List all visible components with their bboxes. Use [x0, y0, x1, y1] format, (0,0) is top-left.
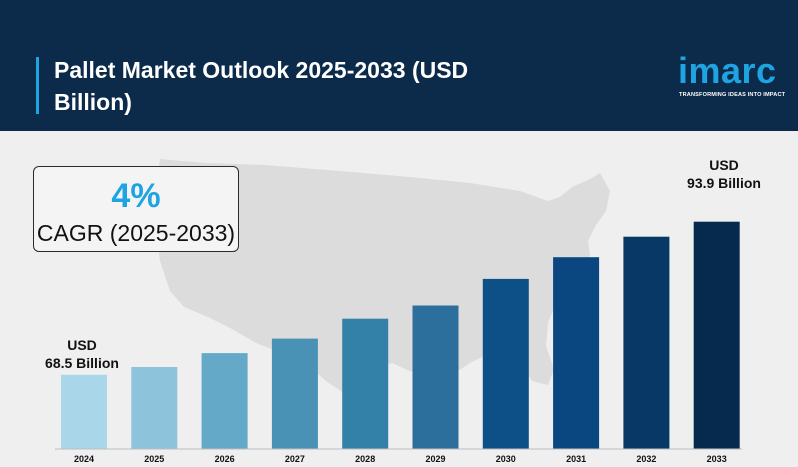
bar-2033 — [693, 221, 740, 449]
cagr-value: 4% — [111, 177, 161, 215]
bar-2032 — [623, 236, 670, 449]
end-value-annotation: USD 93.9 Billion — [676, 156, 772, 192]
x-tick-label-2031: 2031 — [566, 454, 586, 464]
x-tick-label-2032: 2032 — [636, 454, 656, 464]
x-tick-label-2024: 2024 — [74, 454, 94, 464]
end-amount: 93.9 Billion — [687, 175, 761, 191]
header-banner: Pallet Market Outlook 2025-2033 (USD Bil… — [0, 0, 798, 131]
start-value-annotation: USD 68.5 Billion — [44, 336, 120, 372]
x-tick-label-2026: 2026 — [215, 454, 235, 464]
start-amount: 68.5 Billion — [45, 355, 119, 371]
page-title: Pallet Market Outlook 2025-2033 (USD Bil… — [54, 57, 469, 115]
bar-2028 — [342, 318, 389, 449]
bar-2030 — [482, 278, 529, 449]
imarc-logo: imarc TRANSFORMING IDEAS INTO IMPACT — [678, 50, 786, 104]
cagr-label: CAGR (2025-2033) — [36, 220, 236, 246]
x-axis-ticks: 2024 2025 2026 2027 2028 2029 2030 2031 2032 2033 — [74, 454, 727, 464]
x-tick-label-2029: 2029 — [425, 454, 445, 464]
bar-2024 — [61, 374, 107, 449]
x-tick-label-2025: 2025 — [144, 454, 164, 464]
chart-area: 2024 2025 2026 2027 2028 2029 2030 2031 2032 2033 — [0, 131, 798, 467]
x-tick-label-2033: 2033 — [707, 454, 727, 464]
logo-tagline: TRANSFORMING IDEAS INTO IMPACT — [679, 92, 786, 98]
x-tick-label-2028: 2028 — [355, 454, 375, 464]
x-tick-label-2030: 2030 — [496, 454, 516, 464]
cagr-callout: 4% CAGR (2025-2033) — [33, 166, 239, 252]
title-accent-bar — [36, 57, 39, 114]
bar-chart: 2024 2025 2026 2027 2028 2029 2030 2031 2032 2033 — [55, 221, 742, 464]
bar-2026 — [201, 353, 248, 449]
x-tick-label-2027: 2027 — [285, 454, 305, 464]
bar-2031 — [553, 257, 600, 449]
bar-2027 — [271, 338, 318, 449]
logo-wordmark: imarc — [678, 50, 777, 91]
bar-series — [61, 221, 740, 449]
bar-2025 — [131, 367, 178, 449]
start-currency: USD — [67, 337, 97, 353]
bar-2029 — [412, 305, 459, 449]
end-currency: USD — [709, 157, 739, 173]
